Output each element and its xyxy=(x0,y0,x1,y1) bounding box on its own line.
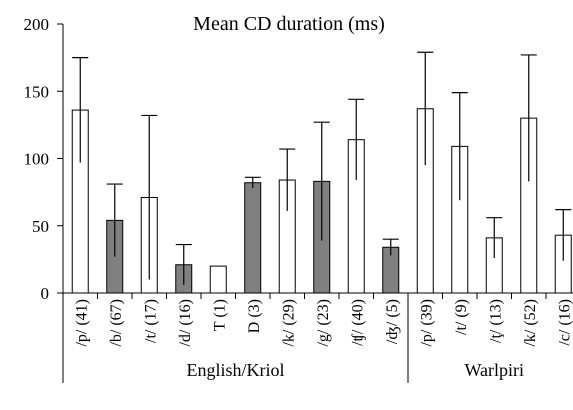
y-tick-label: 200 xyxy=(24,15,50,34)
category-label: /b/ (67) xyxy=(108,299,125,347)
category-label: /ʤ/ (5) xyxy=(384,299,401,344)
category-label: /p/ (39) xyxy=(418,299,435,347)
category-label: /k/ (52) xyxy=(522,299,539,347)
bars xyxy=(71,51,572,294)
category-label: /d/ (16) xyxy=(177,299,194,347)
category-label: /t/ (17) xyxy=(142,299,159,343)
category-label: /c/ (16) xyxy=(556,299,573,346)
y-tick-label: 0 xyxy=(41,284,50,303)
category-label: /t/ (9) xyxy=(453,299,470,335)
category-label: D (3) xyxy=(246,299,263,333)
y-tick-label: 50 xyxy=(32,217,49,236)
category-label: /k/ (29) xyxy=(280,299,297,347)
category-label: /p/ (41) xyxy=(73,299,90,347)
labels: English/Kriol Warlpiri/p/ (41) /b/ (67) /t/… xyxy=(73,299,573,380)
category-label: /g/ (23) xyxy=(315,299,332,347)
chart-title: Mean CD duration (ms) xyxy=(193,13,385,35)
y-tick-label: 150 xyxy=(24,82,50,101)
group-label: English/Kriol xyxy=(187,360,285,380)
category-label: /ţ/ (13) xyxy=(487,299,504,343)
group-label: Warlpiri xyxy=(464,360,524,380)
bar xyxy=(209,265,227,294)
y-tick-label: 100 xyxy=(24,150,50,169)
bar xyxy=(244,182,262,294)
category-label: /ʧ/ (40) xyxy=(349,299,366,346)
category-label: T (1) xyxy=(211,299,228,331)
